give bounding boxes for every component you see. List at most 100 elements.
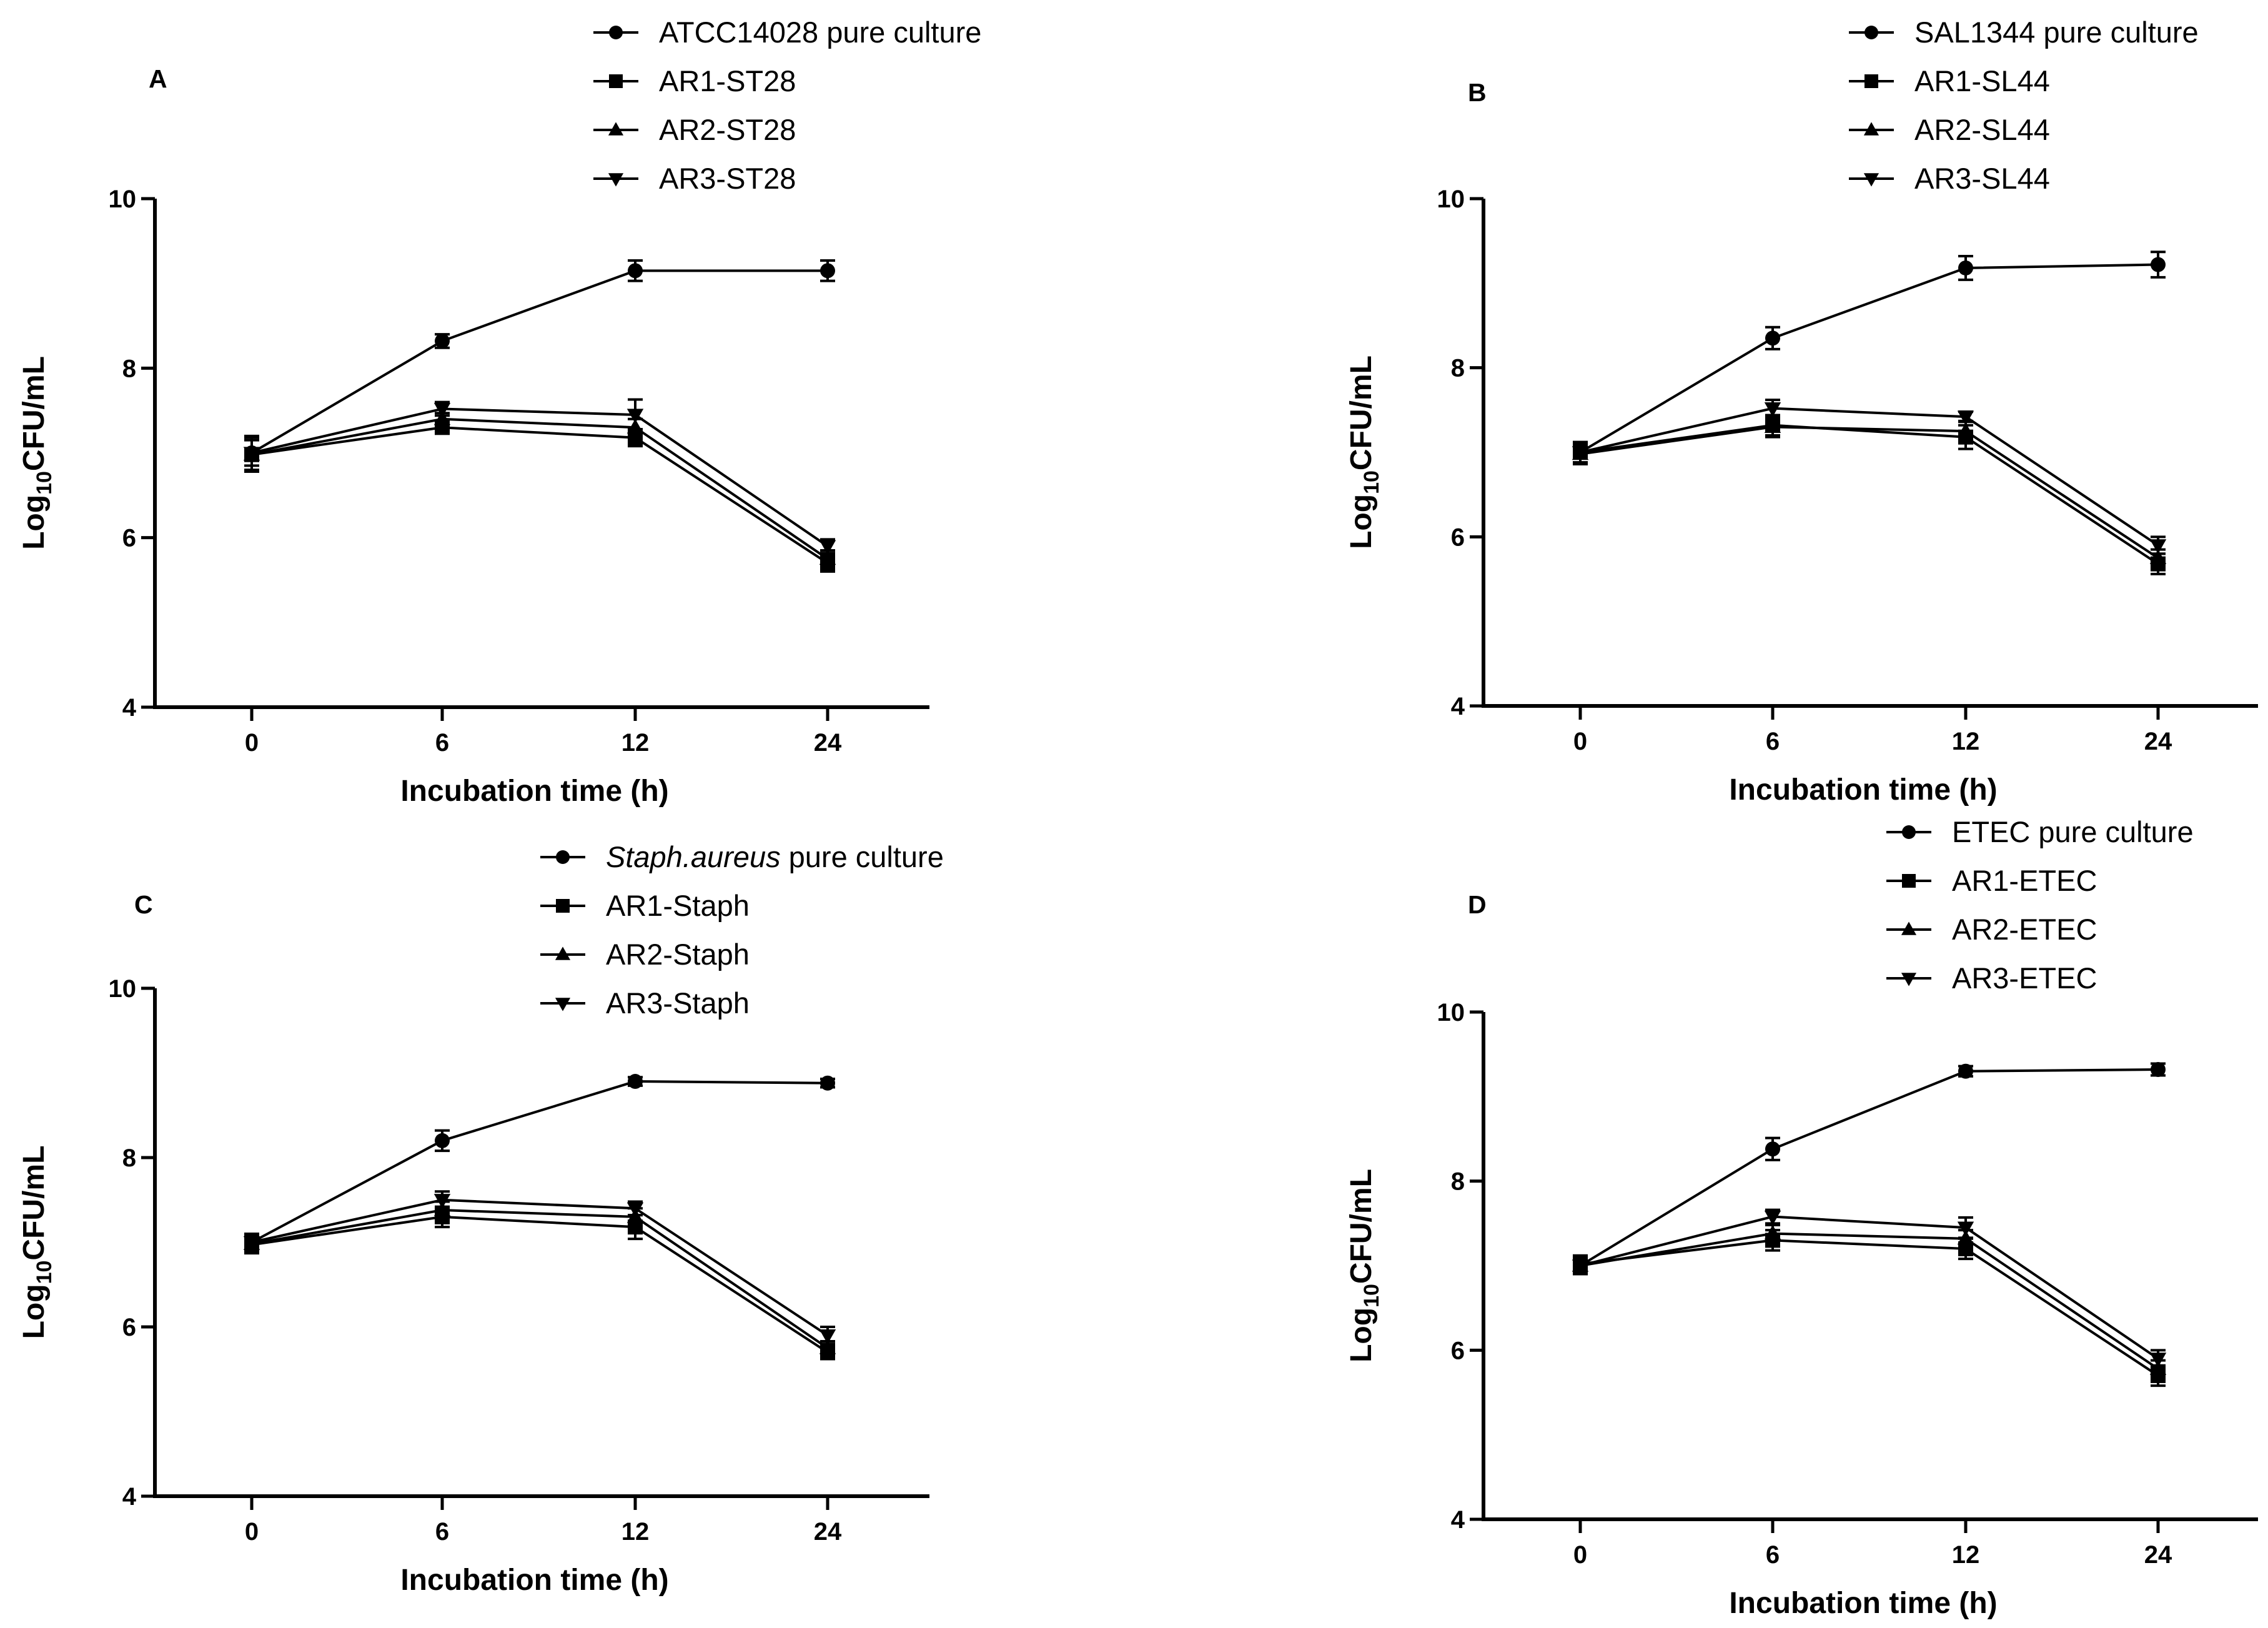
legend-marker — [609, 74, 623, 88]
series-line — [1580, 407, 2159, 547]
legend-item: AR3-ST28 — [593, 162, 796, 195]
legend-marker — [556, 899, 570, 913]
legend-label-italic: Staph.aureus — [606, 840, 781, 873]
series-ar1-sl44 — [1573, 414, 2166, 575]
legend-label: AR3-Staph — [606, 986, 750, 1020]
legend-item: SAL1344 pure culture — [1849, 16, 2199, 49]
legend-label: AR3-ETEC — [1952, 961, 2097, 995]
legend-marker — [556, 850, 570, 864]
legend-label: AR1-ST28 — [659, 64, 796, 97]
x-tick-label: 12 — [621, 1518, 650, 1546]
series-line — [1579, 263, 2159, 454]
data-point — [626, 409, 644, 424]
data-point — [2151, 1062, 2166, 1078]
legend-marker — [555, 946, 571, 960]
series-line — [251, 1209, 829, 1349]
legend-marker — [1902, 874, 1916, 888]
x-axis-title: Incubation time (h) — [400, 775, 668, 808]
y-axis-title-unit: CFU/mL — [17, 356, 51, 471]
data-point — [1958, 429, 1973, 445]
data-point — [1958, 1241, 1973, 1256]
legend-label: AR2-ST28 — [659, 113, 796, 146]
x-tick-label: 6 — [1766, 728, 1780, 755]
x-tick-label: 0 — [1573, 728, 1587, 755]
legend-marker — [608, 122, 624, 136]
legend-item: AR3-SL44 — [1849, 162, 2050, 195]
x-tick-label: 24 — [814, 729, 842, 757]
x-tick-label: 0 — [245, 1518, 259, 1546]
legend-marker — [1863, 122, 1879, 136]
legend-marker — [608, 173, 624, 187]
data-point — [435, 333, 450, 349]
data-point — [2151, 257, 2166, 272]
legend-label: AR2-Staph — [606, 938, 750, 971]
data-point — [1764, 1210, 1781, 1226]
legend-item: AR3-ETEC — [1886, 961, 2097, 995]
series-staph-aureus-pure-culture — [244, 1074, 835, 1253]
legend-label: ATCC14028 pure culture — [659, 16, 981, 49]
legend-item: Staph.aureus pure culture — [540, 840, 944, 873]
y-axis-title-subscript: 10 — [32, 471, 56, 495]
data-point — [628, 1074, 643, 1089]
data-point — [1765, 330, 1780, 346]
series-line — [251, 1080, 828, 1244]
data-point — [1957, 410, 1974, 425]
series-line — [1580, 1232, 2159, 1370]
data-point — [628, 430, 643, 445]
legend-item: AR1-Staph — [540, 889, 750, 922]
y-tick-label: 8 — [122, 1144, 136, 1172]
data-point — [1765, 1141, 1780, 1157]
legend-item: AR2-ETEC — [1886, 913, 2097, 946]
legend-label: ETEC pure culture — [1952, 815, 2194, 848]
legend-label: SAL1344 pure culture — [1914, 16, 2199, 49]
x-axis-title: Incubation time (h) — [400, 1564, 668, 1597]
legend-marker — [609, 26, 623, 39]
x-tick-label: 6 — [435, 729, 449, 757]
legend-marker — [1901, 921, 1917, 935]
x-tick-label: 12 — [621, 729, 650, 757]
data-point — [1957, 1229, 1974, 1245]
legend-marker — [1864, 74, 1878, 88]
data-point — [435, 1133, 450, 1148]
legend-marker — [1902, 825, 1916, 839]
panel-label: C — [134, 890, 153, 919]
series-ar1-etec — [1573, 1229, 2166, 1387]
legend-label: Staph.aureus pure culture — [606, 840, 944, 873]
legend-label-rest: pure culture — [781, 840, 944, 873]
series-ar2-etec — [1572, 1224, 2167, 1379]
series-line — [1580, 1215, 2159, 1360]
y-tick-label: 6 — [1451, 524, 1465, 551]
legend: ETEC pure culture AR1-ETEC AR2-ETEC AR3-ETE… — [1886, 815, 2194, 995]
y-axis-title-unit: CFU/mL — [1345, 355, 1378, 470]
series-etec-pure-culture — [1573, 1062, 2166, 1276]
legend-marker — [555, 998, 571, 1011]
x-axis-title: Incubation time (h) — [1729, 1587, 1997, 1620]
data-point — [820, 263, 835, 279]
x-axis-title: Incubation time (h) — [1729, 773, 1997, 807]
series-line — [251, 407, 829, 547]
legend-label: AR2-ETEC — [1952, 913, 2097, 946]
x-tick-label: 24 — [814, 1518, 842, 1546]
y-tick-label: 10 — [109, 975, 137, 1003]
series-line — [251, 417, 829, 560]
data-point — [244, 1234, 259, 1250]
x-tick-label: 6 — [1766, 1541, 1780, 1569]
y-axis-title-base: Log — [1345, 494, 1378, 549]
series-ar3-etec — [1572, 1208, 2167, 1369]
series-line — [1579, 1068, 2159, 1267]
series-line — [1580, 425, 2159, 559]
x-tick-label: 24 — [2144, 728, 2172, 755]
legend: ATCC14028 pure culture AR1-ST28 AR2-ST28 AR… — [593, 16, 981, 195]
data-point — [628, 1219, 643, 1235]
legend-item: AR1-ETEC — [1886, 864, 2097, 897]
legend-marker — [1864, 26, 1878, 39]
legend-item: ATCC14028 pure culture — [593, 16, 981, 49]
data-point — [819, 540, 836, 555]
x-tick-label: 12 — [1952, 1541, 1980, 1569]
legend: Staph.aureus pure culture AR1-Staph AR2-St… — [540, 840, 944, 1020]
data-point — [820, 1075, 835, 1091]
data-point — [244, 445, 259, 460]
y-tick-label: 4 — [122, 694, 137, 722]
legend-label: AR2-SL44 — [1914, 113, 2050, 146]
